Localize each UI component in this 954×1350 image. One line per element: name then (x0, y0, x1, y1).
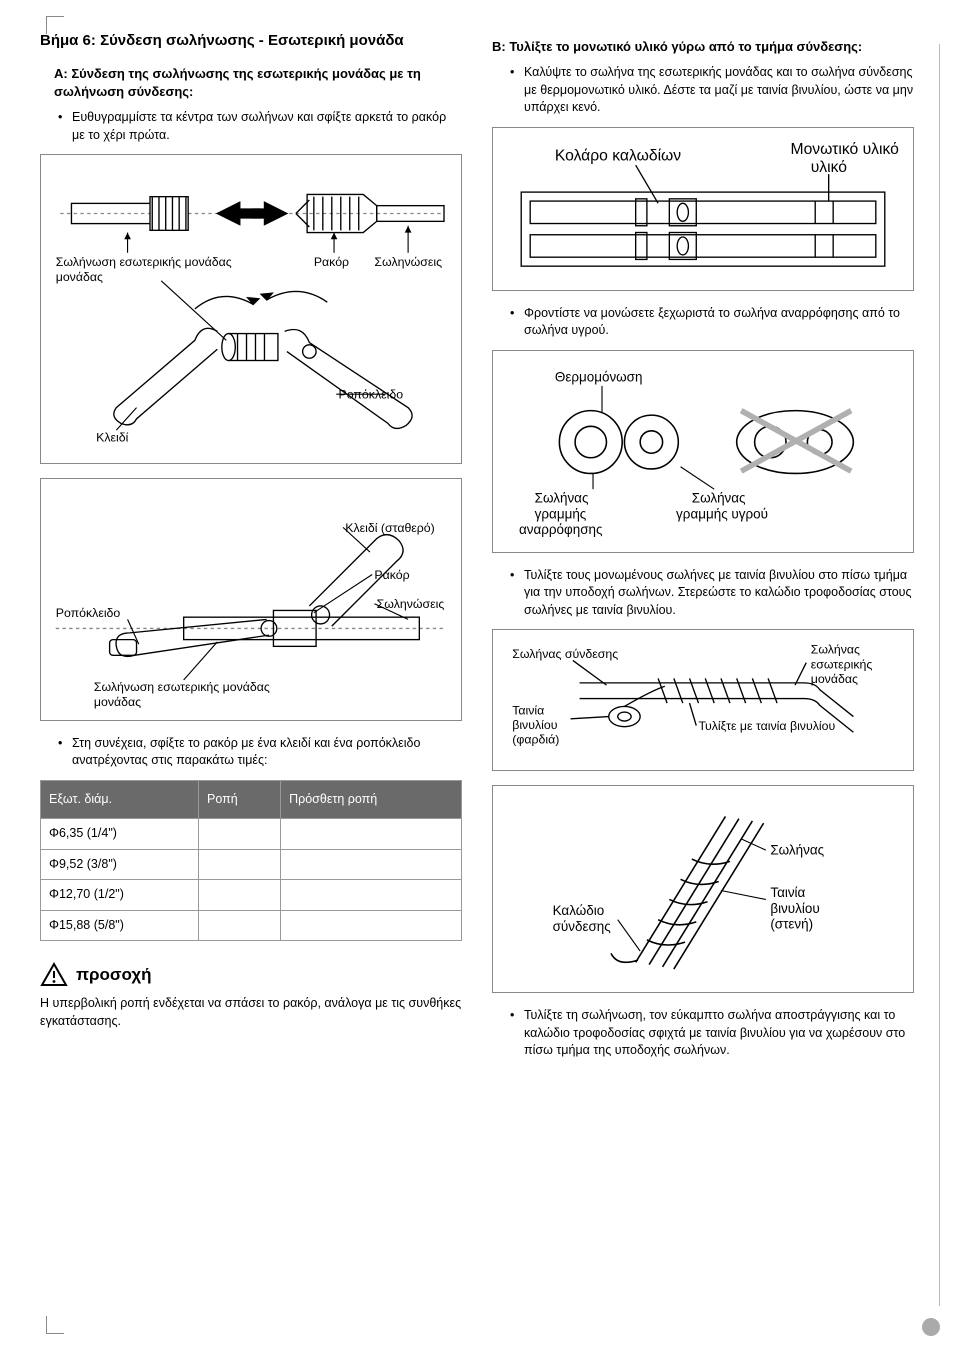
svg-text:γραμμής: γραμμής (535, 506, 587, 521)
bullet-text: Στη συνέχεια, σφίξτε το ρακόρ με ένα κλε… (72, 735, 462, 770)
fig2-label-nut: Ρακόρ (374, 568, 409, 582)
fig1-label-pipes: Σωληνώσεις (374, 256, 442, 270)
fig3-svg: Κολάρο καλωδίων Μονωτικό υλικό υλικό (501, 136, 905, 282)
caution-heading: προσοχή (40, 961, 462, 989)
fig5-label-conn: Σωλήνας σύνδεσης (512, 647, 618, 661)
svg-text:σύνδεσης: σύνδεσης (553, 919, 612, 934)
svg-text:(φαρδιά): (φαρδιά) (512, 733, 559, 747)
fig1-label-indoor-pipe: Σωλήνωση εσωτερικής μονάδας (56, 256, 232, 270)
bullet-b4: • Τυλίξτε τη σωλήνωση, τον εύκαμπτο σωλή… (510, 1007, 914, 1060)
fig3-label-insulation: Μονωτικό υλικό (791, 141, 900, 158)
th-torque: Ροπή (199, 780, 281, 819)
svg-text:Σωλήνας: Σωλήνας (692, 490, 746, 505)
svg-text:βινυλίου: βινυλίου (770, 901, 819, 916)
svg-text:υλικό: υλικό (811, 159, 848, 176)
fig2-label-torque: Ροπόκλειδο (56, 606, 121, 620)
crop-mark-bl (46, 1316, 64, 1334)
fig6-svg: Σωλήνας Ταινία βινυλίου (στενή) Καλώδιο … (501, 794, 905, 985)
fig4-label-thermal: Θερμομόνωση (555, 369, 643, 384)
svg-text:μονάδας: μονάδας (94, 695, 141, 709)
svg-text:Ταινία: Ταινία (770, 885, 805, 900)
fig2-label-indoor-pipe: Σωλήνωση εσωτερικής μονάδας (94, 680, 270, 694)
svg-text:Σωλήνας: Σωλήνας (811, 643, 860, 657)
warning-icon (40, 961, 68, 989)
th-diam: Εξωτ. διάμ. (41, 780, 199, 819)
crop-mark-r (939, 44, 940, 1306)
bullet-dot: • (58, 109, 72, 144)
figure-cable-collar: Κολάρο καλωδίων Μονωτικό υλικό υλικό (492, 127, 914, 291)
svg-text:γραμμής υγρού: γραμμής υγρού (676, 506, 768, 521)
bullet-text: Φροντίστε να μονώσετε ξεχωριστά το σωλήν… (524, 305, 914, 340)
step-heading: Βήμα 6: Σύνδεση σωλήνωσης - Εσωτερική μο… (40, 30, 462, 51)
svg-text:εσωτερικής: εσωτερικής (811, 658, 873, 672)
svg-text:μονάδας: μονάδας (811, 672, 858, 686)
caution-label: προσοχή (76, 963, 152, 987)
fig6-label-pipe: Σωλήνας (770, 842, 824, 857)
bullet-b3: • Τυλίξτε τους μονωμένους σωλήνες με ται… (510, 567, 914, 620)
fig4-label-suction-1: Σωλήνας (535, 490, 589, 505)
table-row: Φ15,88 (5/8") (41, 910, 462, 941)
figure-tightening: Κλειδί (σταθερό) Ρακόρ Σωληνώσεις Ροπόκλ… (40, 478, 462, 720)
bullet-dot: • (510, 567, 524, 620)
fig5-svg: Σωλήνας σύνδεσης Σωλήνας εσωτερικής μονά… (501, 638, 905, 761)
fig5-label-wrap: Τυλίξτε με ταινία βινυλίου (699, 719, 836, 733)
crop-mark-tl (46, 16, 64, 34)
table-row: Φ6,35 (1/4") (41, 819, 462, 850)
figure-insulation-separate: Θερμομόνωση (492, 350, 914, 553)
fig2-svg: Κλειδί (σταθερό) Ρακόρ Σωληνώσεις Ροπόκλ… (49, 487, 453, 711)
svg-text:αναρρόφησης: αναρρόφησης (519, 522, 603, 537)
th-add-torque: Πρόσθετη ροπή (281, 780, 462, 819)
bullet-text: Ευθυγραμμίστε τα κέντρα των σωλήνων και … (72, 109, 462, 144)
section-a-title: A: Σύνδεση της σωλήνωσης της εσωτερικής … (54, 65, 462, 101)
fig3-label-collar: Κολάρο καλωδίων (555, 147, 681, 164)
bullet-text: Καλύψτε το σωλήνα της εσωτερικής μονάδας… (524, 64, 914, 117)
bullet-text: Τυλίξτε τους μονωμένους σωλήνες με ταινί… (524, 567, 914, 620)
svg-text:βινυλίου: βινυλίου (512, 718, 557, 732)
bullet-dot: • (58, 735, 72, 770)
figure-bundle: Σωλήνας Ταινία βινυλίου (στενή) Καλώδιο … (492, 785, 914, 994)
page-columns: Βήμα 6: Σύνδεση σωλήνωσης - Εσωτερική μο… (40, 30, 914, 1070)
left-column: Βήμα 6: Σύνδεση σωλήνωσης - Εσωτερική μο… (40, 30, 462, 1070)
torque-table: Εξωτ. διάμ. Ροπή Πρόσθετη ροπή Φ6,35 (1/… (40, 780, 462, 942)
caution-text: Η υπερβολική ροπή ενδέχεται να σπάσει το… (40, 995, 462, 1030)
bullet-dot: • (510, 305, 524, 340)
bullet-a2: • Στη συνέχεια, σφίξτε το ρακόρ με ένα κ… (58, 735, 462, 770)
page-indicator-dot (922, 1318, 940, 1336)
bullet-dot: • (510, 1007, 524, 1060)
fig1-svg: Σωλήνωση εσωτερικής μονάδας μονάδας Ρακό… (49, 163, 453, 455)
bullet-text: Τυλίξτε τη σωλήνωση, τον εύκαμπτο σωλήνα… (524, 1007, 914, 1060)
right-column: B: Τυλίξτε το μονωτικό υλικό γύρω από το… (492, 30, 914, 1070)
svg-text:Ταινία: Ταινία (512, 704, 544, 718)
fig4-svg: Θερμομόνωση (501, 359, 905, 544)
table-row: Φ9,52 (3/8") (41, 849, 462, 880)
svg-text:Καλώδιο: Καλώδιο (553, 903, 605, 918)
bullet-dot: • (510, 64, 524, 117)
bullet-a1: • Ευθυγραμμίστε τα κέντρα των σωλήνων κα… (58, 109, 462, 144)
bullet-b2: • Φροντίστε να μονώσετε ξεχωριστά το σωλ… (510, 305, 914, 340)
bullet-b1: • Καλύψτε το σωλήνα της εσωτερικής μονάδ… (510, 64, 914, 117)
section-b-title: B: Τυλίξτε το μονωτικό υλικό γύρω από το… (492, 38, 914, 56)
table-row: Φ12,70 (1/2") (41, 880, 462, 911)
fig2-label-wrench-fixed: Κλειδί (σταθερό) (345, 521, 435, 535)
figure-vinyl-wrap: Σωλήνας σύνδεσης Σωλήνας εσωτερικής μονά… (492, 629, 914, 770)
fig1-label-wrench: Κλειδί (96, 431, 128, 445)
figure-flare-connection: Σωλήνωση εσωτερικής μονάδας μονάδας Ρακό… (40, 154, 462, 464)
fig1-label-nut: Ρακόρ (314, 256, 349, 270)
svg-text:μονάδας: μονάδας (56, 270, 103, 284)
svg-text:(στενή): (στενή) (770, 916, 813, 931)
